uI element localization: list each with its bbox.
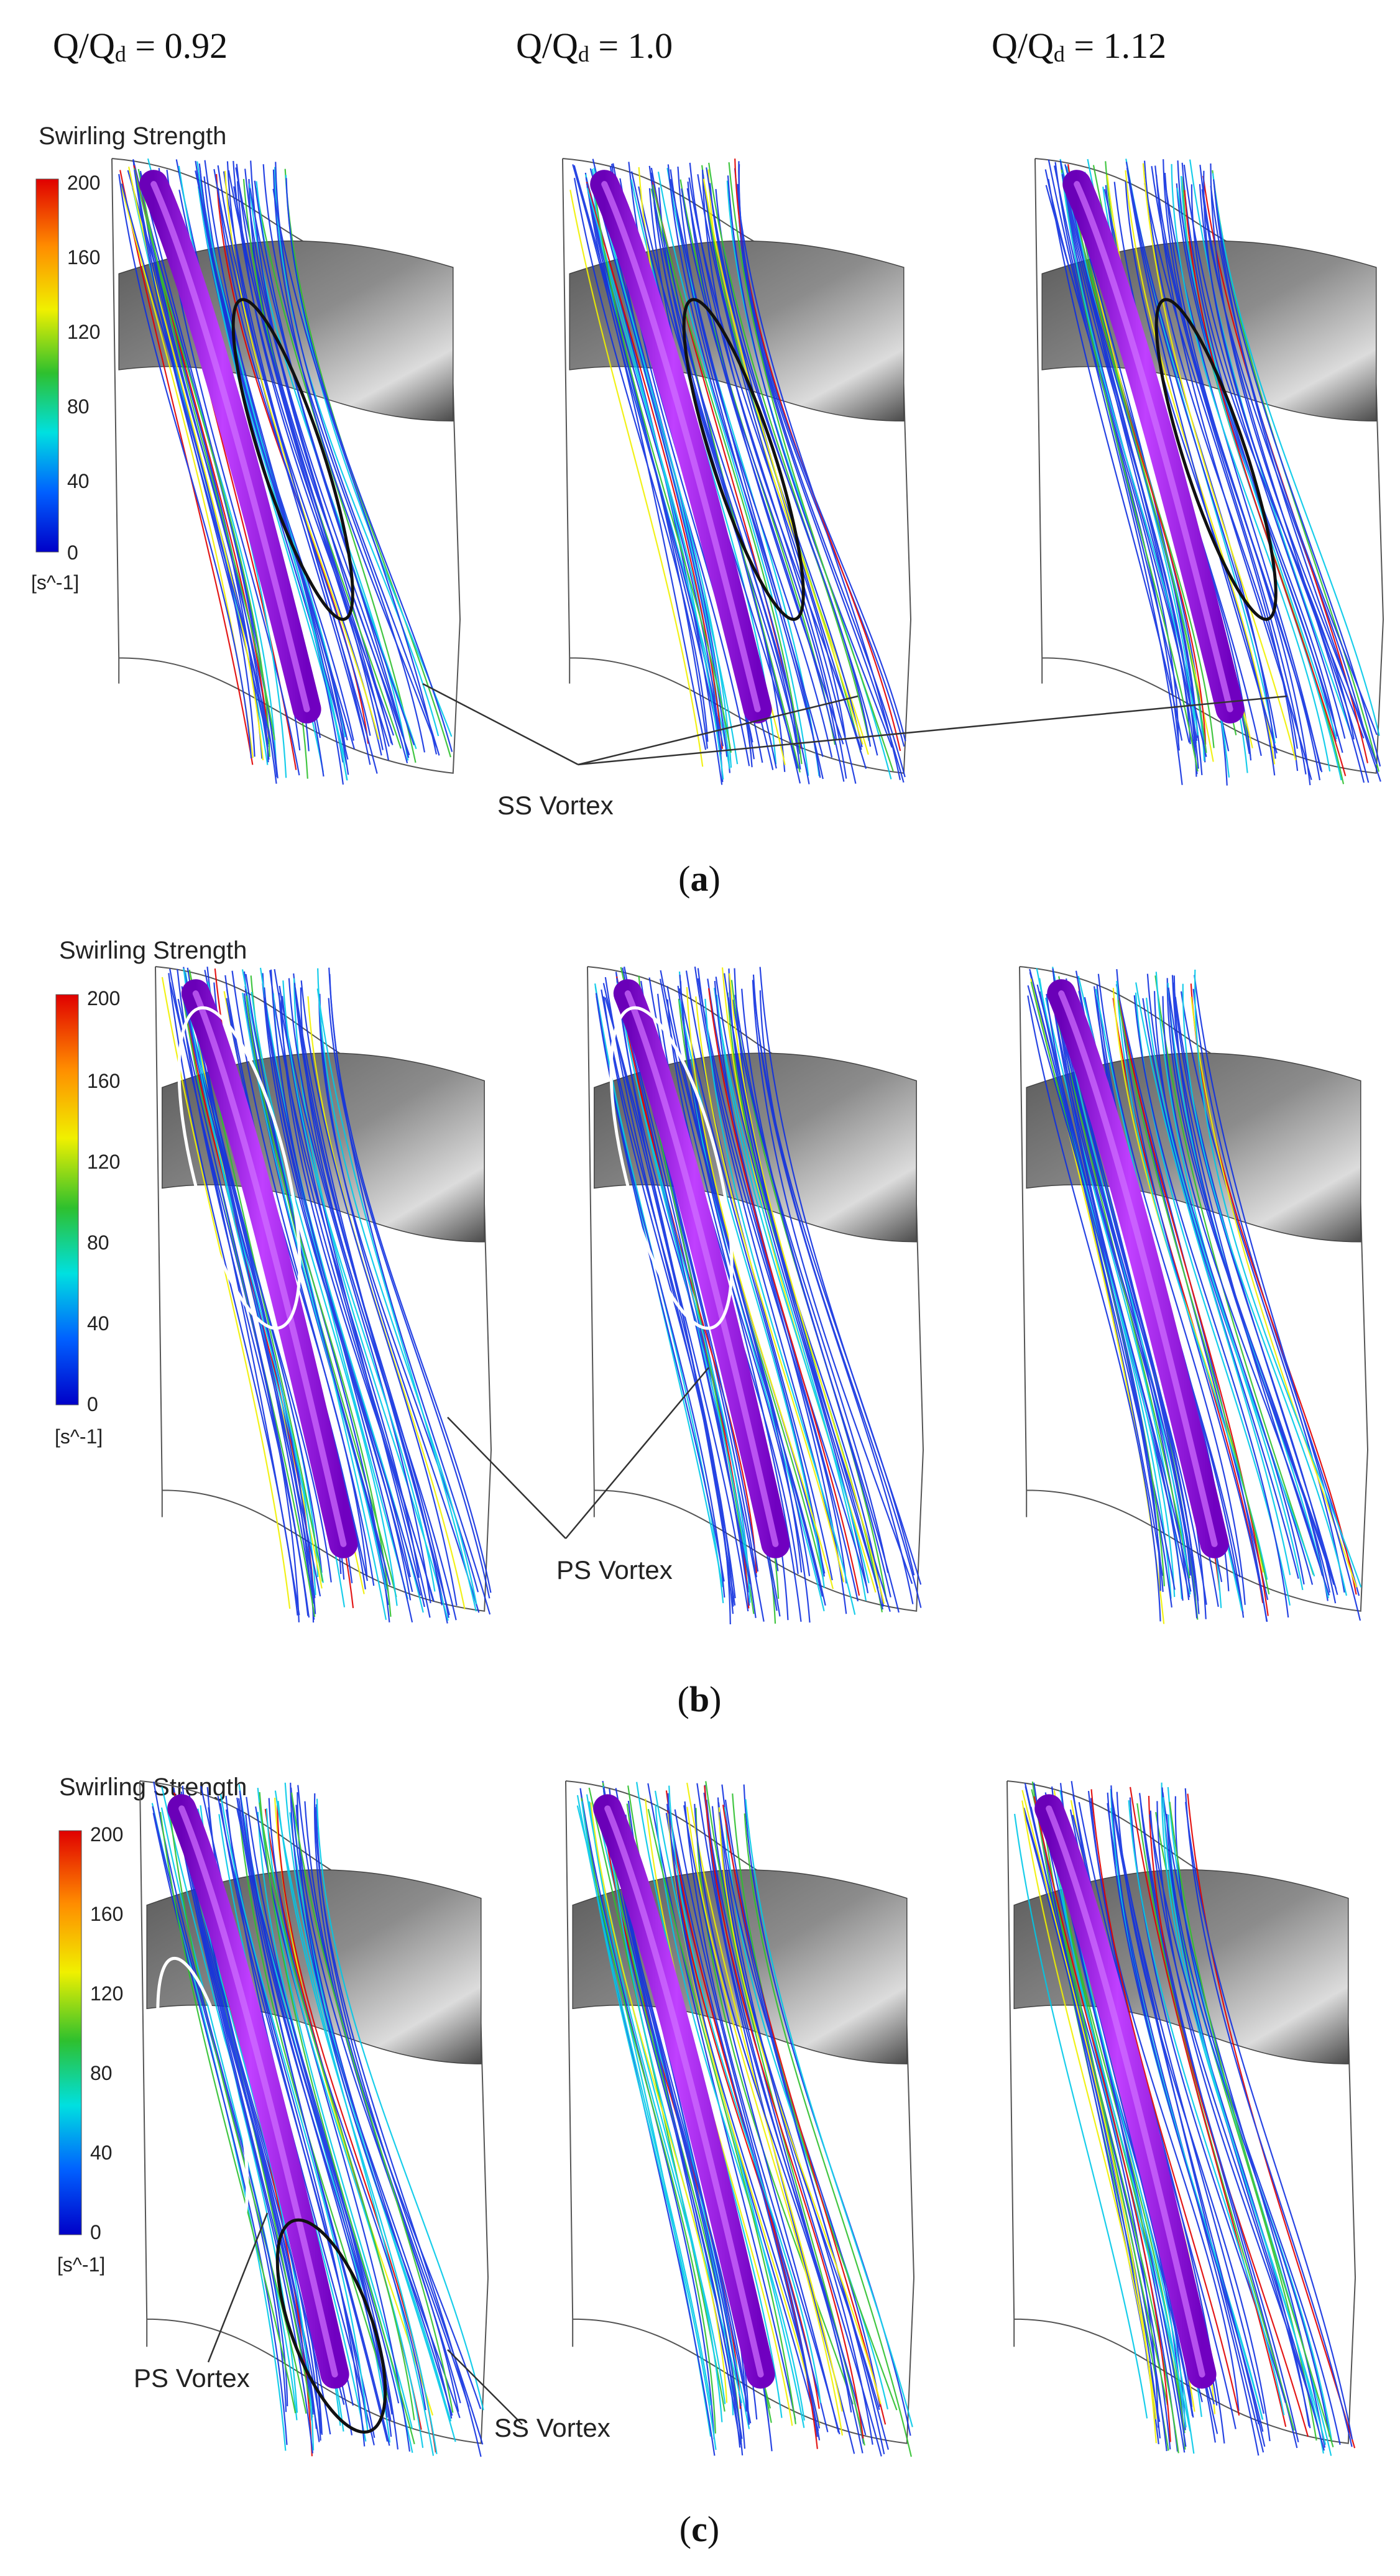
tick-label: 200 — [87, 987, 120, 1010]
legend-b: Swirling Strength 200 160 120 80 40 0 [s… — [55, 937, 247, 1448]
colorbar — [58, 1830, 82, 2235]
passage-rendering — [1019, 966, 1368, 1624]
tick-label: 160 — [90, 1903, 123, 1925]
annotation-connectors-b — [447, 1367, 709, 1539]
tick-label: 200 — [67, 172, 100, 194]
ss-vortex-ellipse — [275, 2218, 387, 2434]
legend-a: Swirling Strength 200 160 120 80 40 0 [s… — [31, 122, 226, 594]
passage-renderings — [111, 158, 1384, 2457]
tick-label: 120 — [90, 1982, 123, 2005]
ss-vortex-label-a: SS Vortex — [497, 791, 614, 820]
ss-vortex-ellipse — [231, 298, 354, 621]
legend-title: Swirling Strength — [59, 1773, 247, 1801]
tick-label: 40 — [90, 2141, 113, 2164]
ps-vortex-ellipse — [609, 1006, 734, 1330]
passage-rendering — [1034, 158, 1384, 786]
tick-label: 0 — [87, 1393, 98, 1415]
colorbar — [35, 178, 59, 553]
streamlines — [118, 158, 453, 785]
tick-label: 120 — [87, 1151, 120, 1173]
ps-vortex-label-b: PS Vortex — [556, 1555, 673, 1585]
caption-b: (b) — [677, 1679, 722, 1719]
annotation-connectors-c — [207, 2212, 523, 2425]
condition-label-2: Q/Qd = 1.0 — [516, 25, 673, 67]
tick-label: 200 — [90, 1823, 123, 1846]
tick-label: 160 — [67, 246, 100, 269]
annotation-connectors-a — [422, 683, 1287, 766]
passage-rendering — [562, 158, 911, 785]
streamlines — [569, 159, 906, 785]
condition-label-3: Q/Qd = 1.12 — [992, 25, 1167, 67]
tick-label: 80 — [87, 1231, 109, 1254]
tick-label: 40 — [67, 470, 90, 492]
tick-label: 120 — [67, 321, 100, 343]
unit-label: [s^-1] — [57, 2253, 105, 2276]
ss-vortex-ellipse — [682, 298, 805, 621]
passage-rendering — [139, 1780, 489, 2457]
ss-vortex-ellipse — [1154, 298, 1278, 621]
tick-label: 80 — [67, 395, 90, 418]
ps-vortex-ellipse — [177, 1006, 302, 1330]
passage-rendering — [587, 966, 924, 1624]
caption-c: (c) — [679, 2509, 720, 2549]
tick-label: 160 — [87, 1070, 120, 1092]
unit-label: [s^-1] — [55, 1425, 103, 1448]
passage-rendering — [565, 1780, 914, 2457]
condition-label-1: Q/Qd = 0.92 — [53, 25, 228, 67]
colorbar — [55, 994, 79, 1405]
tick-label: 0 — [90, 2221, 101, 2243]
tick-label: 0 — [67, 541, 78, 564]
passage-rendering — [111, 158, 461, 785]
ps-vortex-ellipse — [156, 1956, 249, 2240]
ss-vortex-label-c: SS Vortex — [494, 2413, 610, 2442]
ps-vortex-label-c: PS Vortex — [134, 2363, 250, 2393]
tick-label: 40 — [87, 1312, 109, 1335]
caption-a: (a) — [678, 858, 721, 899]
unit-label: [s^-1] — [31, 571, 79, 594]
tick-label: 80 — [90, 2062, 113, 2084]
passage-rendering — [155, 966, 492, 1624]
legend-title: Swirling Strength — [39, 122, 226, 150]
legend-c: Swirling Strength 200 160 120 80 40 0 [s… — [57, 1773, 247, 2276]
legend-title: Swirling Strength — [59, 937, 247, 964]
passage-rendering — [1006, 1780, 1356, 2456]
